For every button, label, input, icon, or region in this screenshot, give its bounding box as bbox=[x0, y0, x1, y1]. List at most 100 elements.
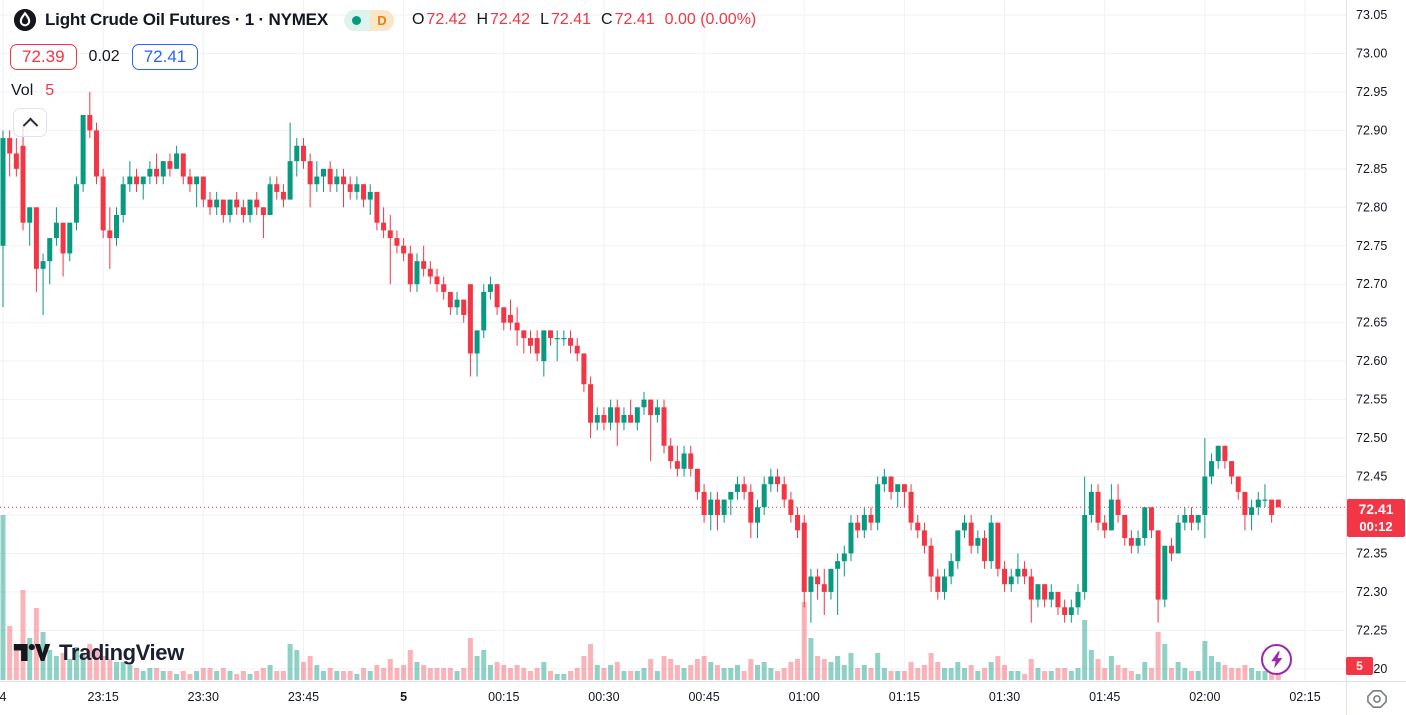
candle-body bbox=[941, 576, 947, 592]
candle-body bbox=[961, 522, 967, 531]
volume-bar bbox=[1068, 671, 1074, 680]
volume-bar bbox=[795, 659, 801, 680]
delayed-data-badge[interactable]: D bbox=[369, 9, 394, 31]
volume-bar bbox=[661, 656, 667, 680]
time-tick-label: 00:30 bbox=[588, 690, 619, 704]
chevron-up-icon bbox=[22, 117, 38, 134]
volume-bar bbox=[1035, 668, 1041, 680]
candle-body bbox=[741, 484, 747, 492]
candle-body bbox=[721, 499, 727, 515]
volume-bar bbox=[381, 668, 387, 680]
candle-body bbox=[1262, 499, 1268, 501]
candle-body bbox=[828, 568, 834, 592]
candle-body bbox=[661, 407, 667, 446]
candle-body bbox=[768, 476, 774, 485]
candle-body bbox=[1128, 538, 1134, 546]
volume-bar bbox=[0, 515, 6, 680]
volume-bar bbox=[461, 668, 467, 680]
volume-bar bbox=[988, 662, 994, 680]
candle-body bbox=[434, 276, 440, 285]
volume-bar bbox=[160, 671, 166, 680]
volume-series bbox=[0, 515, 1281, 680]
volume-bar bbox=[835, 656, 841, 680]
candle-body bbox=[260, 207, 266, 215]
volume-bar bbox=[454, 671, 460, 680]
candle-body bbox=[634, 407, 640, 423]
candle-body bbox=[601, 414, 607, 423]
volume-bar bbox=[608, 665, 614, 680]
volume-bar bbox=[107, 659, 113, 680]
candle-body bbox=[341, 176, 347, 185]
volume-bar bbox=[200, 668, 206, 680]
candle-body bbox=[47, 238, 53, 262]
volume-bar bbox=[574, 668, 580, 680]
candle-body bbox=[975, 538, 981, 546]
time-tick-label: 5 bbox=[400, 690, 407, 704]
volume-bar bbox=[621, 671, 627, 680]
time-tick-label: 02:15 bbox=[1289, 690, 1320, 704]
candle-body bbox=[848, 522, 854, 554]
volume-bar bbox=[307, 656, 313, 680]
symbol-title[interactable]: Light Crude Oil Futures · 1 · NYMEX bbox=[45, 10, 328, 29]
volume-bar bbox=[60, 653, 66, 680]
candle-body bbox=[1108, 499, 1114, 531]
volume-bar bbox=[895, 671, 901, 680]
time-tick-label: 4 bbox=[0, 690, 7, 704]
candle-body bbox=[180, 153, 186, 177]
volume-bar bbox=[1168, 668, 1174, 680]
volume-bar bbox=[100, 656, 106, 680]
candle-body bbox=[1269, 499, 1275, 515]
candle-body bbox=[988, 522, 994, 562]
volume-bar bbox=[67, 659, 73, 680]
volume-bar bbox=[227, 671, 233, 680]
candle-body bbox=[280, 191, 286, 200]
candle-body bbox=[1028, 576, 1034, 600]
candle-body bbox=[948, 561, 954, 577]
volume-bar bbox=[187, 674, 193, 680]
candle-body bbox=[1168, 545, 1174, 554]
buy-ask-button[interactable]: 72.41 bbox=[131, 44, 199, 70]
volume-bar bbox=[775, 671, 781, 680]
volume-bar bbox=[848, 653, 854, 680]
volume-bar bbox=[1222, 665, 1228, 680]
volume-bar bbox=[721, 668, 727, 680]
candle-body bbox=[901, 484, 907, 492]
candle-body bbox=[841, 553, 847, 562]
candle-body bbox=[574, 345, 580, 354]
volume-bar bbox=[828, 662, 834, 680]
volume-bar bbox=[127, 665, 133, 680]
price-tick-label: 72.35 bbox=[1356, 546, 1387, 560]
tradingview-watermark[interactable]: TradingView bbox=[13, 639, 184, 666]
volume-bar bbox=[855, 668, 861, 680]
volume-label[interactable]: Vol bbox=[11, 82, 34, 99]
axis-settings-button[interactable] bbox=[1364, 687, 1390, 711]
volume-bar bbox=[114, 662, 120, 680]
volume-bar bbox=[1042, 671, 1048, 680]
candle-body bbox=[254, 199, 260, 208]
candle-body bbox=[160, 161, 166, 177]
volume-bar bbox=[548, 671, 554, 680]
volume-bar bbox=[761, 662, 767, 680]
volume-bar bbox=[1128, 671, 1134, 680]
sell-bid-button[interactable]: 72.39 bbox=[10, 44, 77, 70]
volume-bar bbox=[27, 638, 33, 680]
candle-body bbox=[33, 207, 39, 269]
volume-bar bbox=[374, 665, 380, 680]
volume-bar bbox=[274, 671, 280, 680]
price-axis[interactable]: 73.05 73.00 72.95 72.90 72.85 72.80 72.75 72.70… bbox=[1356, 8, 1387, 676]
market-status-pill[interactable]: D bbox=[343, 9, 394, 31]
volume-bar bbox=[247, 674, 253, 680]
time-tick-label: 23:45 bbox=[288, 690, 319, 704]
volume-bar bbox=[521, 668, 527, 680]
volume-bar bbox=[901, 671, 907, 680]
volume-bar bbox=[1215, 662, 1221, 680]
quick-trade-button[interactable] bbox=[1261, 644, 1292, 675]
candle-body bbox=[247, 199, 253, 215]
candle-body bbox=[888, 476, 894, 492]
volume-bar bbox=[534, 668, 540, 680]
price-tick-label: 72.70 bbox=[1356, 277, 1387, 291]
collapse-legend-button[interactable] bbox=[13, 108, 47, 137]
time-axis[interactable]: 4 23:15 23:30 23:45 5 00:15 00:30 00:45 01:00 01:… bbox=[0, 690, 1321, 704]
change-value: 0.00 (0.00%) bbox=[664, 11, 757, 28]
